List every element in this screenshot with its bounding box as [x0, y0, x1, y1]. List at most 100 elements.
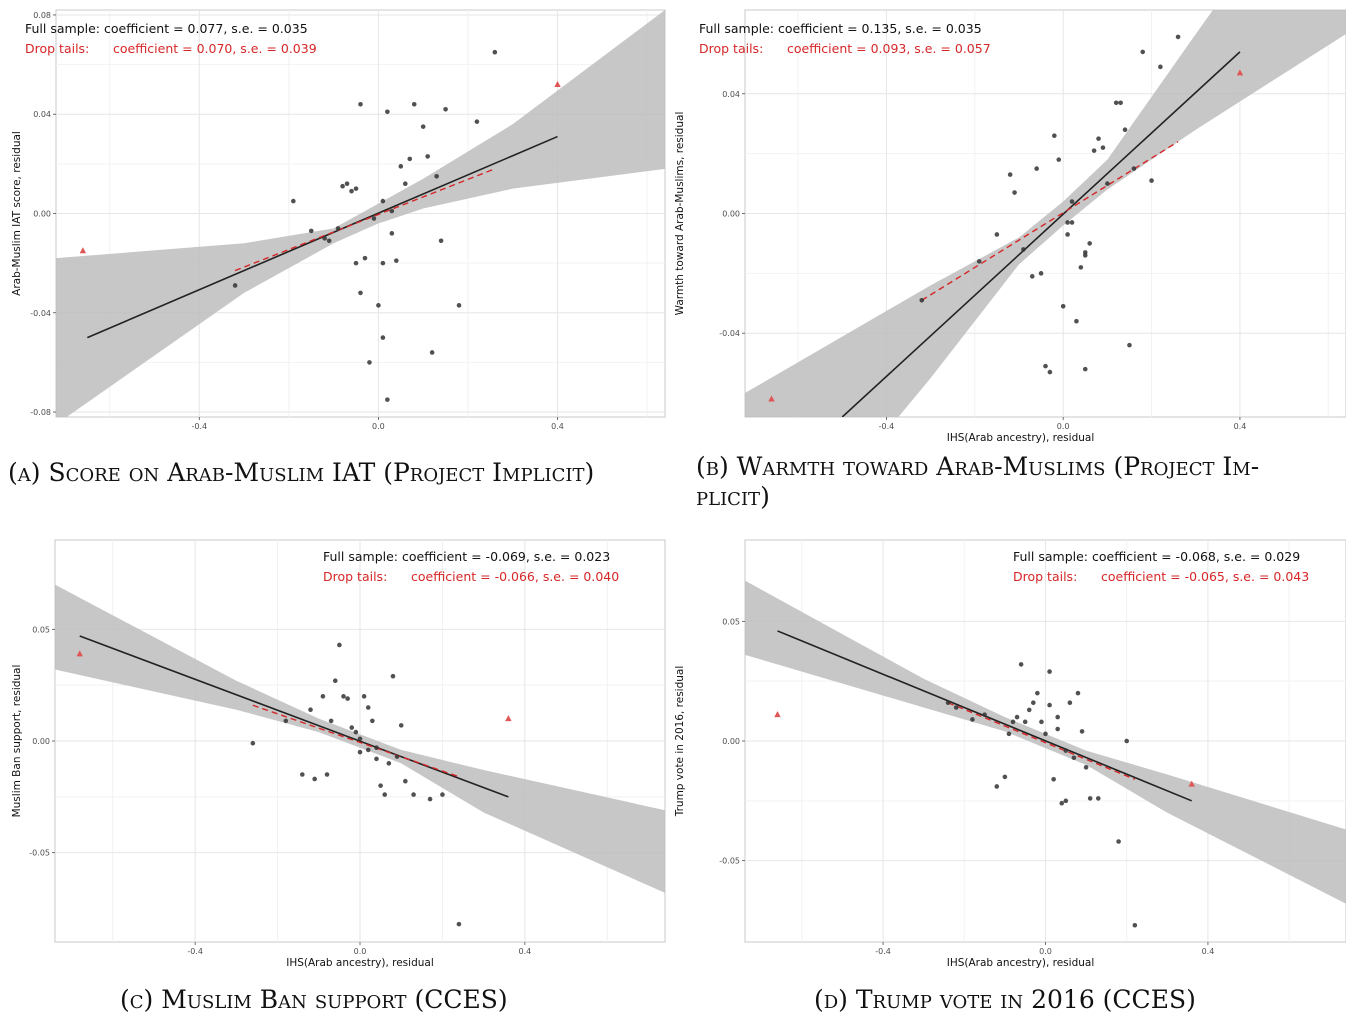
drop-tails-fit-line: [947, 702, 1136, 780]
data-point: [403, 778, 408, 784]
data-point: [945, 700, 951, 706]
data-point: [386, 761, 392, 766]
caption-b-line2: plicit): [696, 482, 770, 511]
data-point: [1096, 136, 1101, 141]
data-point: [1069, 199, 1075, 204]
y-tick-label: 0.00: [32, 737, 50, 746]
data-point: [389, 208, 395, 214]
data-point: [1021, 247, 1026, 252]
full-sample-fit-line: [79, 635, 509, 798]
data-point: [1063, 748, 1069, 753]
data-point: [357, 736, 363, 742]
panel-c: -0.4 0.0 0.4 -0.05 0.00 0.05 IHS(Arab ancestry…: [0, 530, 673, 980]
data-point: [1113, 100, 1119, 106]
data-point: [370, 718, 375, 724]
data-point: [1055, 726, 1060, 732]
data-point: [1079, 729, 1085, 734]
data-point: [1038, 271, 1044, 276]
data-point: [1075, 690, 1081, 696]
x-axis-title: IHS(Arab ancestry), residual: [286, 957, 434, 969]
y-tick-label: -0.04: [30, 309, 51, 318]
data-point: [291, 198, 296, 204]
grid: [745, 10, 1346, 417]
annotation-drop-tails-label: Drop tails:: [323, 569, 387, 584]
data-point: [389, 231, 395, 236]
data-point: [1026, 707, 1032, 713]
caption-c: (c) Muslim Ban support (CCES): [120, 985, 508, 1014]
data-point: [365, 705, 371, 710]
data-point: [1039, 719, 1044, 725]
data-point: [1035, 690, 1040, 696]
data-point: [1018, 662, 1024, 667]
data-point: [1055, 714, 1060, 720]
x-tick-label: 0.0: [354, 947, 367, 956]
data-point: [250, 740, 256, 746]
drop-tails-fit-line: [234, 168, 496, 272]
data-point: [385, 397, 390, 402]
y-tick-label: 0.05: [32, 625, 50, 634]
annotation-drop-tails-label: Drop tails:: [699, 41, 763, 56]
annotation-drop-tails: coefficient = 0.070, s.e. = 0.039: [113, 41, 317, 56]
y-tick-label: 0.00: [722, 737, 740, 746]
data-point: [398, 723, 404, 728]
data-point: [438, 238, 444, 244]
x-tick-label: 0.0: [1057, 422, 1070, 431]
data-point: [1067, 700, 1073, 706]
data-point: [349, 725, 355, 730]
data-point: [398, 164, 404, 169]
data-point: [1087, 796, 1093, 801]
data-point: [324, 772, 330, 777]
panel-b: -0.4 0.0 0.4 -0.04 0.00 0.04 IHS(Arab ancestry…: [673, 0, 1346, 450]
data-point: [382, 792, 388, 797]
data-point: [1132, 922, 1138, 928]
chart-b: -0.4 0.0 0.4 -0.04 0.00 0.04 IHS(Arab ancestry…: [674, 9, 1346, 444]
data-point: [378, 783, 383, 788]
x-tick-label: -0.4: [875, 947, 891, 956]
data-point: [1007, 172, 1013, 177]
data-point: [1043, 731, 1048, 737]
data-point: [1116, 839, 1121, 844]
data-point: [443, 106, 448, 112]
x-axis-title: IHS(Arab ancestry), residual: [947, 957, 1095, 969]
data-point: [407, 156, 413, 162]
data-point: [358, 290, 363, 296]
data-point: [349, 188, 354, 194]
annotation-drop-tails: coefficient = 0.093, s.e. = 0.057: [787, 41, 991, 56]
panel-d: -0.4 0.0 0.4 -0.05 0.00 0.05 IHS(Arab ancestry…: [673, 530, 1346, 980]
data-point: [1069, 220, 1075, 225]
x-tick-label: 0.4: [1234, 422, 1247, 431]
y-tick-label: 0.05: [722, 617, 740, 626]
data-point: [365, 747, 371, 753]
annotation-full-sample: Full sample: coefficient = -0.068, s.e. …: [1013, 549, 1300, 564]
data-point: [919, 297, 925, 303]
y-tick-label: 0.00: [33, 210, 51, 219]
data-point: [1051, 776, 1056, 782]
data-point: [1065, 232, 1070, 237]
data-point: [1105, 181, 1110, 186]
caption-a: (a) Score on Arab-Muslim IAT (Project Im…: [8, 458, 595, 487]
data-point: [1074, 318, 1079, 324]
data-point: [1082, 253, 1088, 258]
data-point: [1006, 731, 1012, 737]
annotation-full-sample: Full sample: coefficient = 0.135, s.e. =…: [699, 21, 982, 36]
y-tick-label: 0.00: [722, 210, 740, 219]
data-point: [376, 303, 381, 308]
data-point: [1056, 157, 1062, 162]
data-point: [322, 236, 327, 241]
data-point: [994, 232, 1000, 237]
data-point: [332, 678, 338, 683]
data-point: [411, 792, 416, 797]
tail-point: [1236, 69, 1244, 76]
data-point: [970, 717, 975, 722]
full-sample-fit-line: [841, 51, 1241, 417]
confidence-band: [56, 10, 665, 417]
data-point: [1087, 241, 1092, 246]
data-point: [312, 776, 317, 782]
data-point: [1047, 669, 1052, 674]
annotation-drop-tails: coefficient = -0.066, s.e. = 0.040: [411, 569, 619, 584]
tail-point: [79, 247, 87, 254]
panel-a: -0.40.00.4-0.08-0.040.000.040.08IHS(Arab…: [0, 0, 673, 430]
tail-point: [505, 715, 512, 722]
data-point: [429, 350, 435, 355]
data-point: [340, 183, 345, 189]
